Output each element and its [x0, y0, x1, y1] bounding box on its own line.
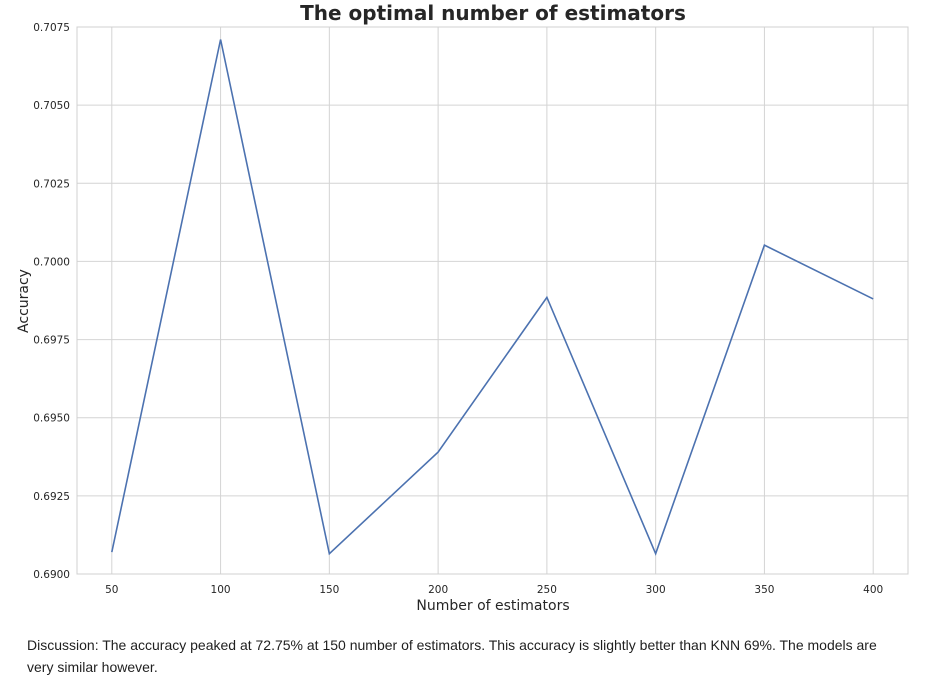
x-tick-label: 150	[319, 584, 339, 596]
plot-frame	[76, 26, 909, 575]
x-gridlines	[111, 27, 874, 574]
x-tick-label: 400	[863, 584, 883, 596]
x-tick-label: 100	[211, 584, 231, 596]
x-tick-labels: 50 100 150 200 250 300 350 400	[105, 584, 883, 596]
x-tick-label: 200	[428, 584, 448, 596]
x-tick-label: 300	[646, 584, 666, 596]
series-line-accuracy	[111, 39, 874, 556]
line-chart: 50 100 150 200 250 300 350 400 0.69000.69250.69…	[16, 1, 909, 614]
y-tick-label: 0.6900	[33, 569, 70, 581]
y-axis-label: Accuracy	[16, 269, 32, 333]
x-tick-label: 50	[105, 584, 118, 596]
y-tick-label: 0.7000	[33, 256, 70, 268]
chart-title: The optimal number of estimators	[300, 1, 686, 25]
y-tick-label: 0.7050	[33, 100, 70, 112]
y-tick-label: 0.6975	[33, 335, 70, 347]
x-tick-label: 350	[754, 584, 774, 596]
y-tick-label: 0.7075	[33, 22, 70, 34]
y-tick-label: 0.6950	[33, 413, 70, 425]
y-gridlines	[77, 26, 908, 575]
y-tick-labels: 0.6900 0.6925 0.6950 0.6975 0.7000 0.7025 0.70…	[33, 22, 70, 581]
discussion-text: Discussion: The accuracy peaked at 72.75…	[27, 637, 877, 675]
x-axis-label: Number of estimators	[416, 598, 569, 614]
y-tick-label: 0.7025	[33, 178, 70, 190]
y-tick-label: 0.6925	[33, 491, 70, 503]
x-tick-label: 250	[537, 584, 557, 596]
